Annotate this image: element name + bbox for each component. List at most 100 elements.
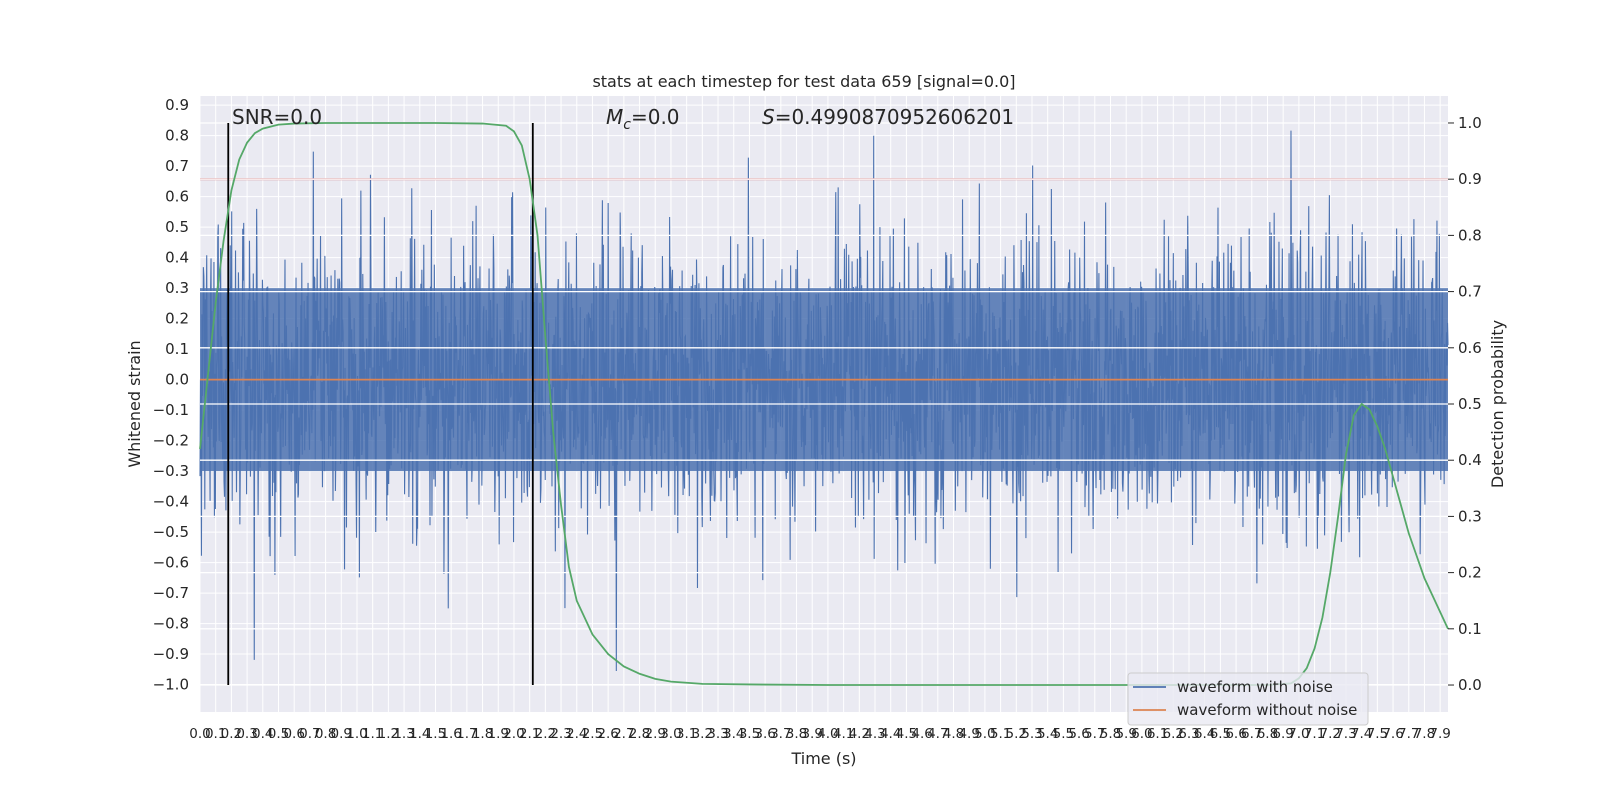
y-tick-label: 0.2 [165, 310, 189, 328]
x-tick-label: 1.0 [346, 726, 367, 742]
y2-tick-label: 0.8 [1458, 226, 1482, 244]
y-tick-label: 0.4 [165, 249, 189, 267]
x-tick-label: 7.6 [1382, 726, 1403, 742]
x-tick-label: 0.3 [236, 726, 257, 742]
x-tick-label: 2.4 [566, 726, 587, 742]
y-tick-label: −0.7 [153, 584, 189, 602]
x-tick-label: 7.1 [1304, 726, 1325, 742]
x-tick-label: 6.5 [1210, 726, 1231, 742]
x-tick-label: 4.3 [864, 726, 885, 742]
y2-tick-label: 0.0 [1458, 676, 1482, 694]
x-tick-label: 3.9 [801, 726, 822, 742]
mc-symbol: M [606, 105, 623, 129]
x-tick-label: 6.0 [1131, 726, 1152, 742]
x-tick-label: 3.7 [770, 726, 791, 742]
x-tick-label: 3.0 [660, 726, 681, 742]
x-tick-label: 5.4 [1037, 726, 1058, 742]
x-tick-label: 5.3 [1021, 726, 1042, 742]
x-tick-label: 2.9 [645, 726, 666, 742]
x-tick-label: 1.7 [456, 726, 477, 742]
y-tick-label: 0.9 [165, 96, 189, 114]
y-tick-label: 0.0 [165, 371, 189, 389]
x-tick-label: 4.9 [958, 726, 979, 742]
y-tick-label: 0.6 [165, 188, 189, 206]
x-tick-label: 7.0 [1288, 726, 1309, 742]
x-tick-label: 5.2 [1006, 726, 1027, 742]
y-tick-label: −1.0 [153, 676, 189, 694]
x-tick-label: 0.6 [283, 726, 304, 742]
x-tick-label: 7.8 [1414, 726, 1435, 742]
x-tick-label: 6.6 [1225, 726, 1246, 742]
x-tick-label: 5.1 [990, 726, 1011, 742]
x-tick-label: 4.2 [849, 726, 870, 742]
x-tick-label: 0.1 [205, 726, 226, 742]
y-tick-label: −0.4 [153, 493, 189, 511]
legend-label-noise: waveform with noise [1177, 678, 1333, 696]
series-detection-probability [199, 122, 1449, 686]
x-tick-label: 5.6 [1068, 726, 1089, 742]
x-tick-label: 2.6 [597, 726, 618, 742]
x-tick-label: 4.0 [817, 726, 838, 742]
x-tick-label: 4.8 [943, 726, 964, 742]
y2-tick-label: 0.6 [1458, 339, 1482, 357]
x-tick-label: 6.4 [1194, 726, 1215, 742]
x-tick-label: 0.5 [268, 726, 289, 742]
x-tick-label: 7.5 [1367, 726, 1388, 742]
x-tick-label: 1.3 [393, 726, 414, 742]
x-tick-label: 5.5 [1053, 726, 1074, 742]
x-tick-label: 1.2 [378, 726, 399, 742]
x-tick-label: 0.9 [331, 726, 352, 742]
mc-value: =0.0 [631, 105, 680, 129]
x-tick-label: 4.6 [911, 726, 932, 742]
y-tick-label: −0.3 [153, 462, 189, 480]
y-tick-label: 0.3 [165, 279, 189, 297]
x-tick-label: 4.4 [880, 726, 901, 742]
y-axis-label: Whitened strain [125, 340, 144, 467]
y-tick-label: −0.2 [153, 432, 189, 450]
x-tick-label: 2.1 [519, 726, 540, 742]
x-tick-label: 5.0 [974, 726, 995, 742]
x-tick-label: 6.2 [1163, 726, 1184, 742]
mc-subscript: c [623, 117, 631, 133]
x-tick-label: 7.9 [1429, 726, 1450, 742]
x-tick-label: 2.2 [535, 726, 556, 742]
y2-tick-label: 0.3 [1458, 507, 1482, 525]
y2-axis-label: Detection probability [1488, 320, 1507, 488]
x-tick-label: 4.1 [833, 726, 854, 742]
y-tick-label: 0.7 [165, 157, 189, 175]
y2-tick-label: 0.7 [1458, 283, 1482, 301]
x-axis-label: Time (s) [790, 749, 856, 768]
legend: waveform with noise waveform without noi… [1127, 672, 1369, 726]
y2-tick-label: 0.2 [1458, 564, 1482, 582]
y-tick-label: −0.8 [153, 615, 189, 633]
x-tick-label: 1.1 [362, 726, 383, 742]
x-tick-label: 1.5 [425, 726, 446, 742]
y-tick-label: −0.5 [153, 523, 189, 541]
event-markers [227, 122, 534, 686]
y2-tick-label: 0.4 [1458, 451, 1482, 469]
y-tick-label: 0.5 [165, 218, 189, 236]
x-tick-label: 6.8 [1257, 726, 1278, 742]
s-symbol: S [762, 105, 775, 129]
x-tick-label: 0.7 [299, 726, 320, 742]
legend-label-clean: waveform without noise [1177, 701, 1357, 719]
x-tick-label: 1.8 [472, 726, 493, 742]
y2-tick-label: 0.9 [1458, 170, 1482, 188]
legend-box [1127, 672, 1369, 726]
x-tick-label: 7.2 [1320, 726, 1341, 742]
annotation-snr: SNR=0.0 [232, 105, 322, 129]
x-tick-label: 7.3 [1335, 726, 1356, 742]
x-tick-label: 2.5 [582, 726, 603, 742]
annotation-mc: Mc=0.0 [606, 105, 680, 133]
x-tick-label: 1.4 [409, 726, 430, 742]
x-tick-label: 6.9 [1272, 726, 1293, 742]
x-tick-label: 3.1 [676, 726, 697, 742]
x-tick-label: 1.6 [440, 726, 461, 742]
x-tick-label: 7.7 [1398, 726, 1419, 742]
x-tick-label: 2.8 [629, 726, 650, 742]
y-tick-labels: 0.9 0.8 0.7 0.6 0.5 0.4 0.3 0.2 0.1 0.0 −0.1 −0.2 −0… [153, 96, 189, 693]
y2-tick-labels: 1.0 0.9 0.8 0.7 0.6 0.5 0.4 0.3 0.2 0.1 0.0 [1448, 114, 1482, 694]
x-tick-label: 4.7 [927, 726, 948, 742]
y2-tick-label: 1.0 [1458, 114, 1482, 132]
